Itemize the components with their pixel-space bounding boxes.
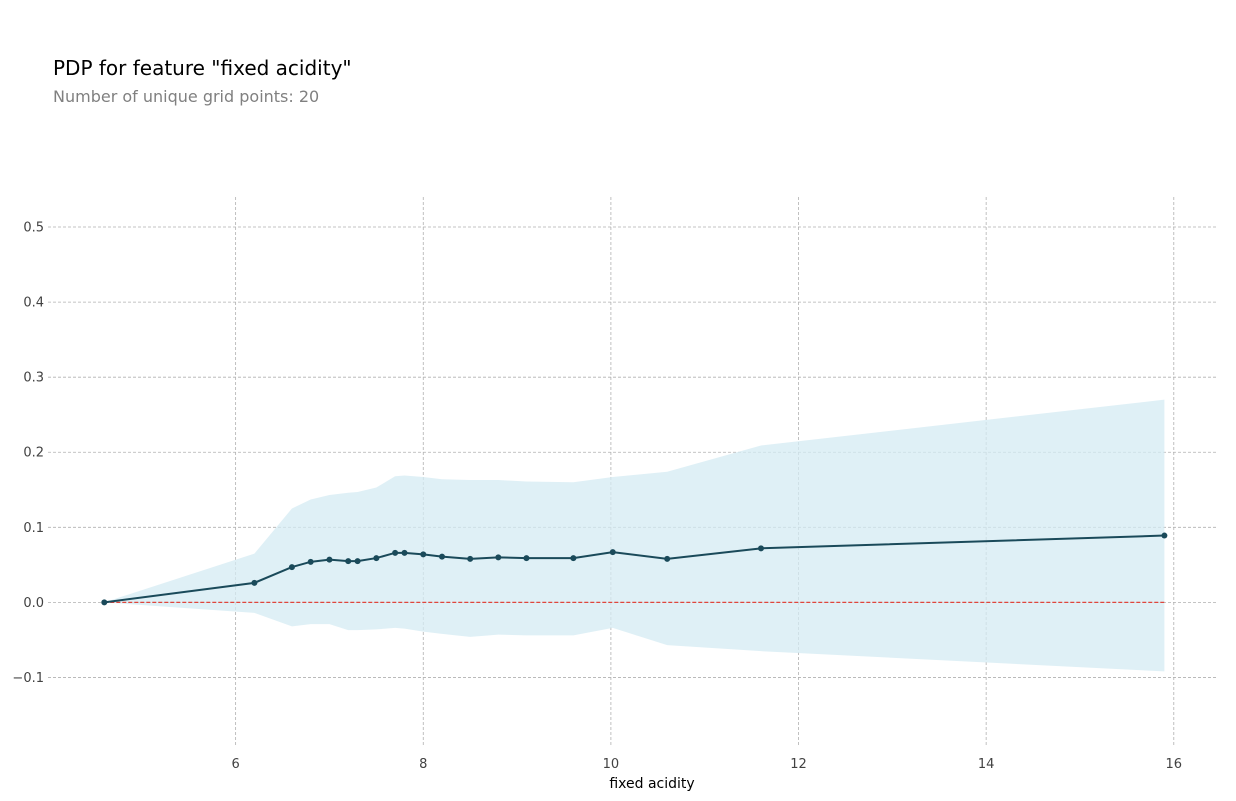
x-axis-label: fixed acidity (609, 776, 694, 792)
data-points (101, 532, 1168, 606)
data-point (420, 551, 427, 558)
data-point (307, 558, 314, 565)
data-point (757, 545, 764, 552)
data-point (609, 549, 616, 556)
data-point (373, 555, 380, 562)
data-point (467, 555, 474, 562)
y-tick-label: 0.3 (23, 371, 44, 386)
y-tick-label: −0.1 (12, 671, 44, 686)
data-point (495, 554, 502, 561)
x-tick-label: 10 (603, 757, 620, 772)
x-tick-labels: 6 8 10 12 14 16 (231, 757, 1182, 772)
x-tick-label: 16 (1166, 757, 1183, 772)
y-tick-label: 0.4 (23, 296, 44, 311)
pdp-series-line (104, 534, 1165, 604)
data-point (664, 555, 671, 562)
x-tick-label: 12 (790, 757, 807, 772)
data-point (401, 549, 408, 556)
data-point (251, 579, 258, 586)
data-point (326, 556, 333, 563)
data-point (1161, 532, 1168, 539)
chart-subtitle: Number of unique grid points: 20 (53, 87, 320, 106)
data-point (288, 564, 295, 571)
data-point (439, 553, 446, 560)
y-tick-labels: −0.1 0.0 0.1 0.2 0.3 0.4 0.5 (12, 221, 44, 686)
x-tick-label: 6 (231, 757, 239, 772)
y-tick-label: 0.5 (23, 221, 44, 236)
y-tick-label: 0.0 (23, 596, 44, 611)
confidence-band (104, 399, 1165, 672)
data-point (354, 558, 361, 565)
data-point (345, 558, 352, 565)
x-tick-label: 8 (419, 757, 427, 772)
chart-title: PDP for feature "fixed acidity" (53, 56, 352, 80)
data-point (570, 555, 577, 562)
data-point (392, 549, 399, 556)
y-tick-label: 0.2 (23, 446, 44, 461)
x-tick-label: 14 (978, 757, 995, 772)
data-point (101, 599, 108, 606)
data-point (523, 555, 530, 562)
y-tick-label: 0.1 (23, 521, 44, 536)
